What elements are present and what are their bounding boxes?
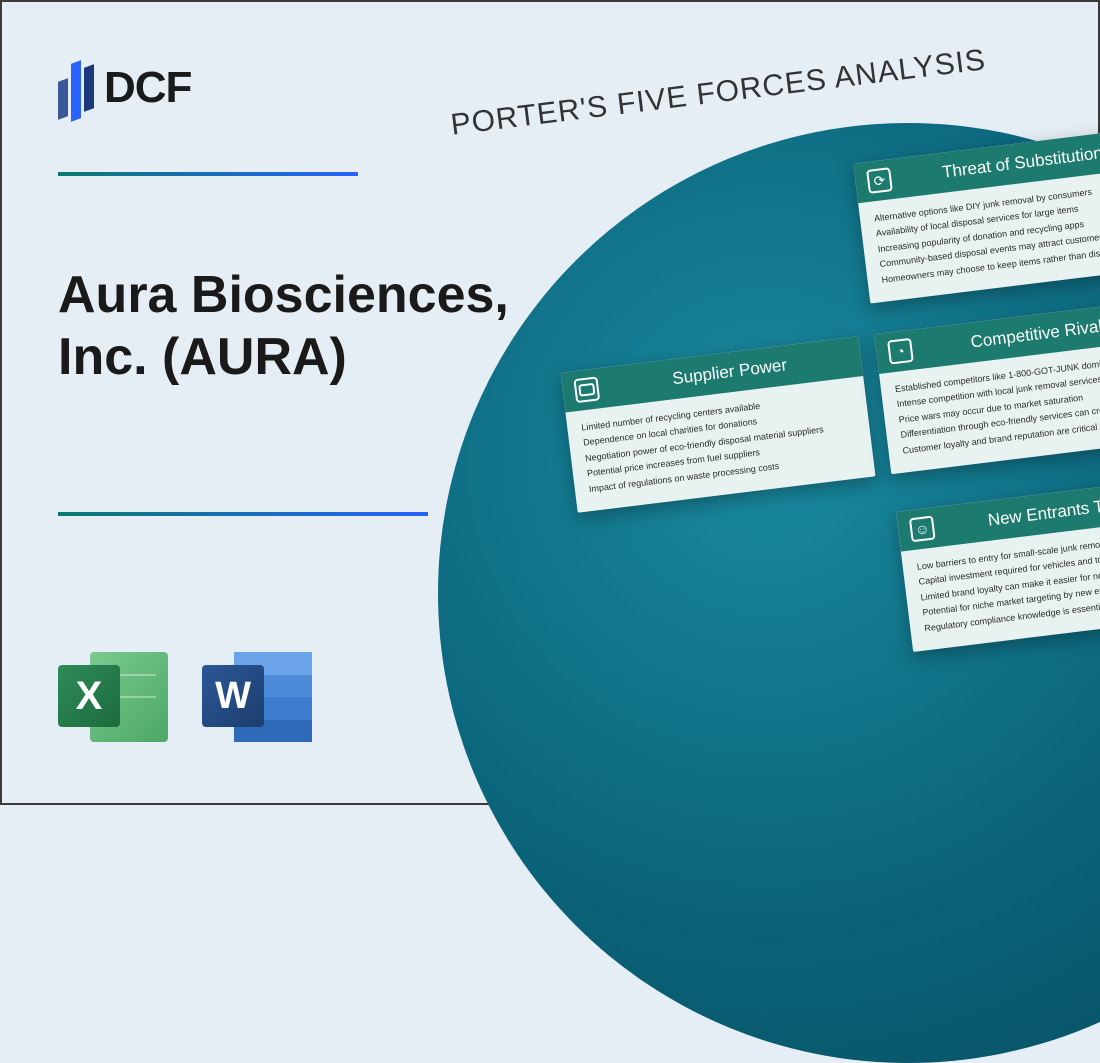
excel-icon[interactable]: X	[58, 647, 168, 747]
pie-icon: ◔	[887, 338, 914, 365]
brand-logo: DCF	[58, 56, 191, 120]
brand-name: DCF	[104, 63, 191, 113]
divider-bottom	[58, 512, 428, 516]
card-title: Competitive Rivalry	[969, 315, 1100, 352]
key-icon	[573, 376, 600, 403]
word-icon[interactable]: W	[202, 647, 312, 747]
divider-top	[58, 172, 358, 176]
person-icon: ☺	[909, 516, 936, 543]
file-icons-row: X W	[58, 647, 312, 747]
logo-bars-icon	[58, 56, 94, 120]
card-title: Threat of Substitution	[941, 143, 1100, 182]
word-letter: W	[202, 665, 264, 727]
card-title: Supplier Power	[671, 355, 788, 388]
page-title: Aura Biosciences, Inc. (AURA)	[58, 264, 538, 389]
refresh-icon: ⟳	[866, 167, 893, 194]
excel-letter: X	[58, 665, 120, 727]
